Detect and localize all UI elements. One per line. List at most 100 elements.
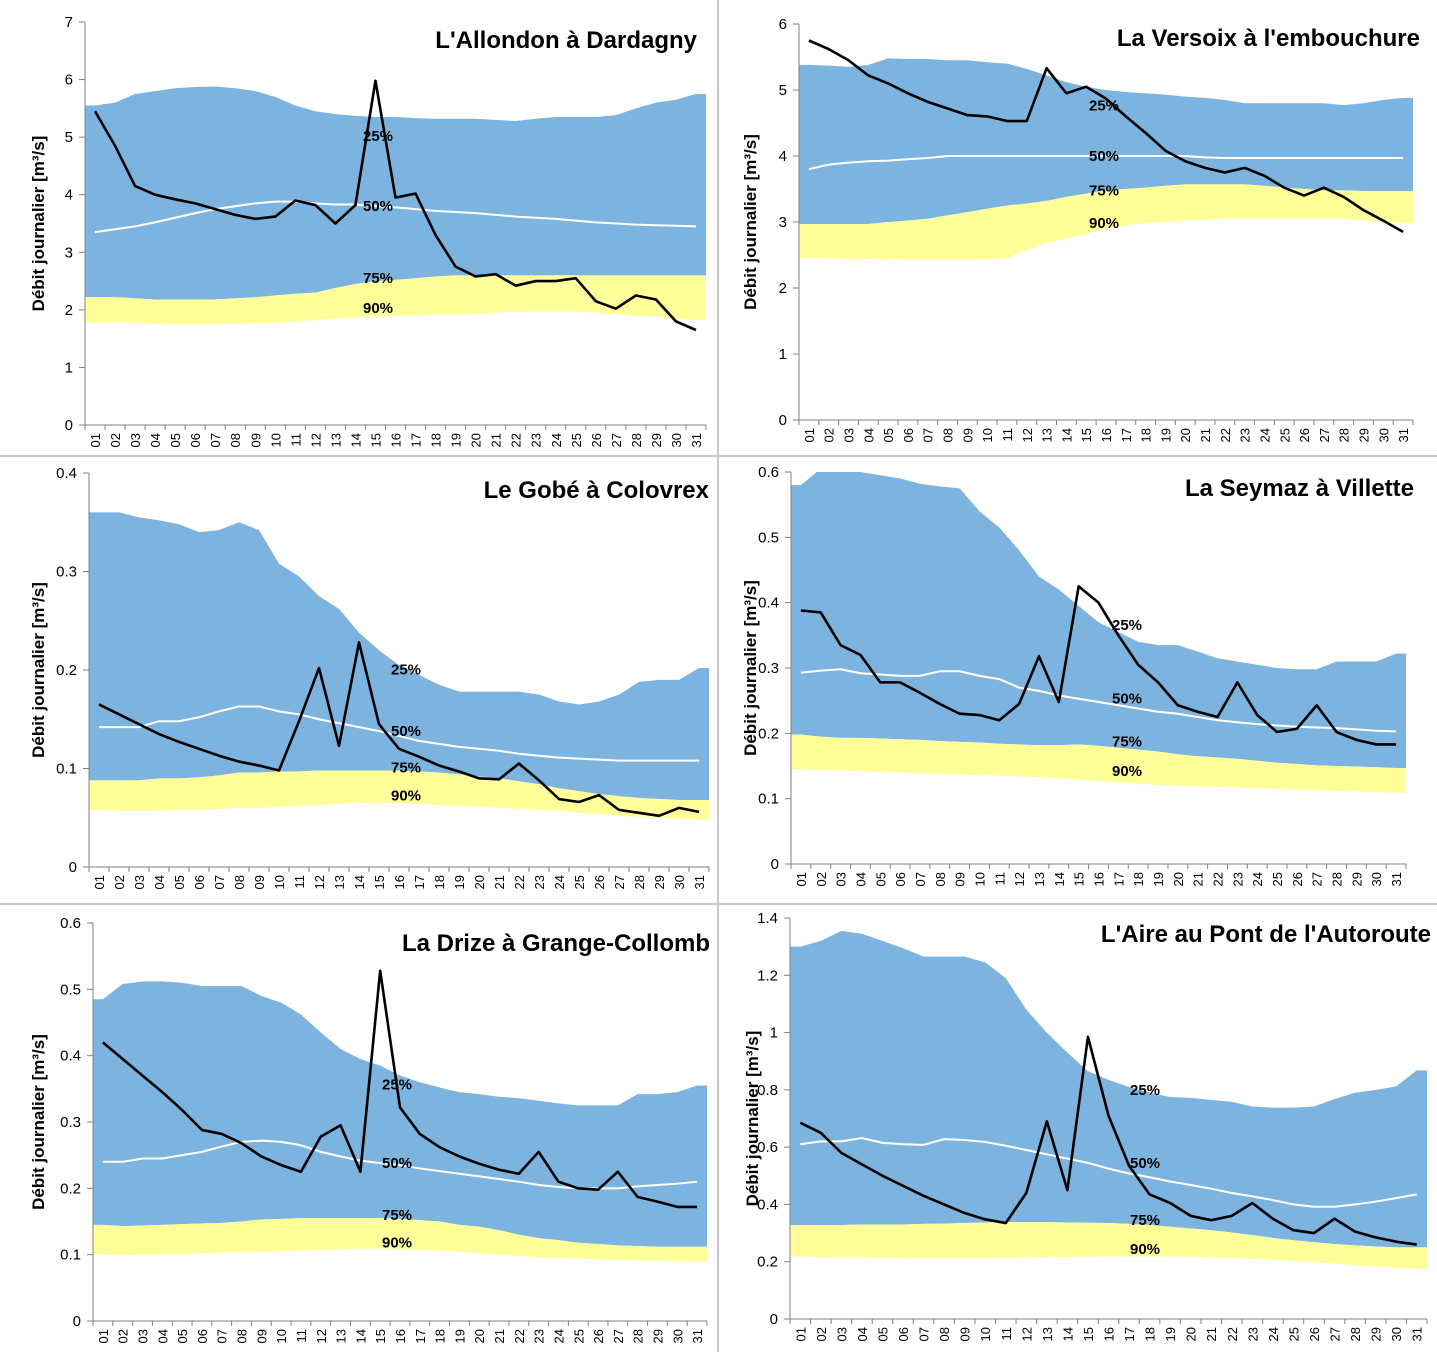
x-tick-label: 01: [88, 433, 103, 447]
y-tick-label: 0.2: [757, 1254, 778, 1271]
band-label-50: 50%: [391, 723, 421, 740]
x-tick-label: 08: [941, 428, 956, 442]
x-tick-label: 12: [1019, 1327, 1034, 1341]
x-tick-label: 02: [822, 428, 837, 442]
band-label-90: 90%: [1130, 1241, 1160, 1258]
x-tick-label: 03: [132, 875, 147, 889]
x-tick-label: 25: [1270, 872, 1285, 886]
x-tick-label: 26: [591, 1329, 606, 1343]
x-tick-label: 20: [1171, 872, 1186, 886]
y-tick-label: 0.4: [757, 1196, 778, 1213]
band-label-25: 25%: [382, 1077, 412, 1094]
y-tick-label: 0.1: [56, 761, 77, 778]
x-tick-label: 19: [1158, 428, 1173, 442]
x-tick-label: 26: [1307, 1327, 1322, 1341]
x-tick-label: 02: [814, 872, 829, 886]
x-tick-label: 14: [1060, 1327, 1075, 1341]
x-tick-label: 26: [1297, 428, 1312, 442]
x-tick-label: 29: [1349, 872, 1364, 886]
x-tick-label: 03: [842, 428, 857, 442]
x-tick-label: 05: [175, 1329, 190, 1343]
x-tick-label: 28: [1348, 1327, 1363, 1341]
x-tick-label: 22: [1211, 872, 1226, 886]
x-tick-label: 23: [529, 433, 544, 447]
x-tick-label: 17: [1122, 1327, 1137, 1341]
x-tick-label: 21: [492, 875, 507, 889]
y-tick-label: 0.2: [56, 662, 77, 679]
median-line: [800, 1136, 1417, 1208]
chart-title: L'Aire au Pont de l'Autoroute: [1101, 921, 1431, 948]
x-tick-label: 05: [172, 875, 187, 889]
y-tick-label: 0.5: [60, 981, 81, 998]
median-line: [808, 155, 1404, 171]
x-tick-label: 10: [274, 1329, 289, 1343]
chart-svg-gobe: 0 0.1 0.2 0.3 0.4 01 02 03 04 05 06 07 08 09 10 11 12 13 1…: [29, 465, 710, 889]
x-tick-label: 07: [212, 875, 227, 889]
x-tick-label: 20: [1178, 428, 1193, 442]
band-75-90: [799, 184, 1413, 260]
band-25-75: [790, 930, 1427, 1248]
x-tick-label: 14: [353, 1329, 368, 1343]
x-tick-label: 01: [92, 875, 107, 889]
x-tick-label: 20: [472, 875, 487, 889]
x-tick-label: 09: [252, 875, 267, 889]
x-tick-label: 28: [629, 433, 644, 447]
x-tick-label: 22: [509, 433, 524, 447]
divider-vertical: [717, 0, 719, 1352]
x-tick-label: 02: [108, 433, 123, 447]
x-tick-label: 18: [1131, 872, 1146, 886]
x-tick-label: 15: [1072, 872, 1087, 886]
x-tick-label: 06: [901, 428, 916, 442]
x-tick-label: 15: [373, 1329, 388, 1343]
x-tick-label: 28: [632, 875, 647, 889]
x-tick-label: 19: [452, 875, 467, 889]
x-tick-label: 07: [208, 433, 223, 447]
y-tick-label: 0: [65, 417, 73, 434]
y-tick-label: 0.6: [758, 464, 779, 481]
x-tick-label: 23: [1245, 1327, 1260, 1341]
x-tick-label: 11: [294, 1329, 309, 1343]
x-tick-label: 30: [1389, 1327, 1404, 1341]
x-tick-label: 12: [308, 433, 323, 447]
band-25-75: [791, 472, 1406, 768]
band-25-75: [93, 981, 707, 1247]
y-tick-label: 0.4: [56, 465, 77, 482]
x-tick-label: 20: [1184, 1327, 1199, 1341]
x-tick-label: 05: [873, 872, 888, 886]
chart-title: La Drize à Grange-Collomb: [402, 930, 710, 957]
y-tick-label: 2: [65, 302, 73, 319]
y-tick-label: 4: [65, 187, 73, 204]
x-tick-label: 09: [953, 872, 968, 886]
x-tick-label: 27: [1317, 428, 1332, 442]
x-tick-label: 15: [372, 875, 387, 889]
x-tick-label: 30: [1376, 428, 1391, 442]
x-tick-label: 22: [1218, 428, 1233, 442]
x-tick-label: 16: [1092, 872, 1107, 886]
x-tick-label: 31: [689, 433, 704, 447]
band-label-90: 90%: [382, 1234, 412, 1251]
x-tick-label: 21: [1204, 1327, 1219, 1341]
x-tick-label: 09: [960, 428, 975, 442]
x-tick-label: 16: [1099, 428, 1114, 442]
x-tick-label: 24: [1250, 872, 1265, 886]
band-label-25: 25%: [1112, 617, 1142, 634]
y-tick-label: 0.4: [758, 595, 779, 612]
x-tick-label: 07: [913, 872, 928, 886]
band-75-90: [89, 770, 709, 820]
plot-area: [85, 79, 706, 332]
y-tick-label: 2: [779, 280, 787, 297]
x-tick-label: 17: [1119, 428, 1134, 442]
x-tick-label: 01: [802, 428, 817, 442]
y-axis-label: Débit journalier [m³/s]: [29, 1034, 48, 1210]
x-tick-label: 04: [148, 433, 163, 447]
x-tick-label: 13: [332, 875, 347, 889]
band-75-90: [93, 1218, 707, 1262]
x-tick-label: 04: [155, 1329, 170, 1343]
x-tick-label: 08: [937, 1327, 952, 1341]
x-tick-label: 07: [215, 1329, 230, 1343]
x-tick-label: 25: [1277, 428, 1292, 442]
band-label-90: 90%: [363, 300, 393, 317]
x-tick-label: 12: [312, 875, 327, 889]
